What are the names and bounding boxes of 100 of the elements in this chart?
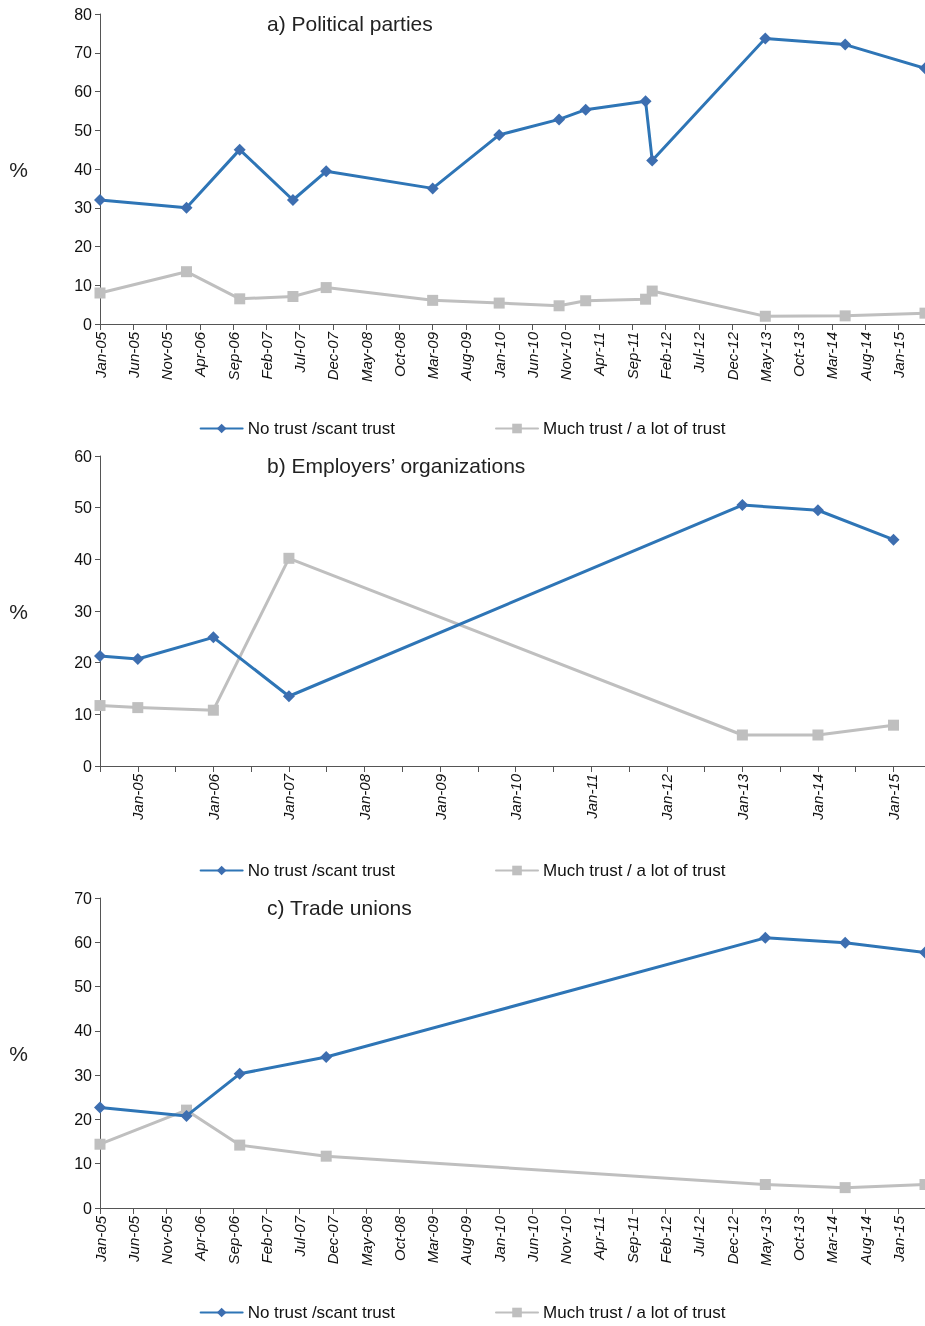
legend-label: No trust /scant trust	[247, 419, 396, 438]
point	[839, 1182, 851, 1194]
x-tick-label: Oct-08	[390, 331, 408, 378]
point	[759, 931, 772, 944]
x-tick-label: Mar-09	[424, 1215, 442, 1264]
point	[207, 631, 220, 644]
y-tick-label: 10	[74, 1155, 93, 1173]
point	[553, 113, 566, 126]
y-axis-title: %	[9, 1041, 28, 1065]
point	[811, 504, 824, 517]
y-tick-label: 30	[74, 1066, 93, 1084]
x-tick-label: Jan-05	[91, 331, 109, 379]
point	[493, 297, 505, 309]
chart-title: c) Trade unions	[267, 896, 412, 919]
x-tick-label: Jan-05	[91, 1215, 109, 1263]
x-tick-label: Nov-05	[158, 1215, 176, 1265]
x-tick-label: Dec-12	[723, 1215, 741, 1265]
y-tick-label: 60	[74, 447, 93, 465]
y-tick-label: 30	[74, 602, 93, 620]
point	[646, 154, 659, 167]
y-tick-label: 40	[74, 1022, 93, 1040]
x-tick-label: Jan-12	[658, 773, 676, 821]
y-tick-label: 50	[74, 121, 93, 139]
point	[759, 32, 772, 45]
y-tick-label: 40	[74, 160, 93, 178]
y-tick-label: 70	[74, 44, 93, 62]
x-tick-label: Jan-15	[889, 1215, 907, 1263]
x-tick-label: Aug-14	[856, 332, 874, 382]
x-tick-label: Jan-07	[280, 773, 298, 821]
point	[640, 293, 652, 305]
x-tick-label: Feb-12	[657, 331, 675, 380]
point	[839, 38, 852, 51]
x-tick-label: May-13	[756, 331, 774, 383]
x-tick-label: Apr-06	[191, 331, 209, 378]
x-tick-label: Dec-07	[324, 1215, 342, 1265]
y-tick-label: 20	[74, 654, 93, 672]
point	[320, 282, 332, 294]
point	[553, 300, 565, 312]
point	[759, 310, 771, 322]
legend-label: Much trust / a lot of trust	[543, 1303, 726, 1322]
x-tick-label: Feb-12	[657, 1215, 675, 1264]
x-tick-label: Jan-06	[204, 773, 222, 821]
x-tick-label: Nov-10	[557, 1215, 575, 1265]
x-tick-label: Feb-07	[257, 1215, 275, 1264]
point	[180, 1109, 193, 1122]
point	[579, 103, 592, 116]
point	[887, 533, 900, 546]
point	[493, 128, 506, 141]
x-tick-label: May-13	[756, 1215, 774, 1267]
x-tick-label: Jul-07	[291, 331, 309, 374]
point	[427, 294, 439, 306]
x-tick-label: Jan-15	[889, 331, 907, 379]
y-tick-label: 50	[74, 499, 93, 517]
x-tick-label: Jul-07	[291, 1215, 309, 1258]
x-tick-label: Dec-07	[324, 331, 342, 381]
x-tick-label: Jan-14	[809, 774, 827, 821]
y-axis-title: %	[9, 599, 28, 623]
y-tick-label: 20	[74, 238, 93, 255]
point	[580, 295, 592, 307]
y-tick-label: 10	[74, 705, 93, 723]
y-tick-label: 60	[74, 933, 93, 951]
x-tick-label: Apr-11	[590, 1216, 608, 1261]
point	[646, 285, 658, 297]
point	[94, 194, 106, 206]
x-tick-label: Jan-10	[490, 1215, 508, 1263]
point	[320, 165, 333, 178]
y-tick-label: 80	[74, 5, 93, 23]
y-tick-label: 0	[83, 315, 93, 333]
x-tick-label: Jun-10	[523, 1215, 541, 1263]
x-tick-label: Mar-14	[823, 1216, 841, 1264]
point	[283, 552, 295, 564]
x-tick-label: Oct-13	[790, 331, 808, 378]
point	[94, 1138, 106, 1150]
legend-label: Much trust / a lot of trust	[543, 861, 726, 880]
legend-label: No trust /scant trust	[247, 1303, 396, 1322]
x-tick-label: Jul-12	[690, 1215, 708, 1258]
point	[94, 649, 106, 662]
point	[234, 1139, 246, 1151]
point	[888, 719, 900, 731]
point	[759, 1179, 771, 1191]
x-tick-label: Jun-10	[523, 331, 541, 379]
x-tick-label: Jan-15	[885, 773, 903, 821]
x-tick-label: Jun-05	[124, 331, 142, 379]
x-tick-label: Jan-08	[356, 773, 373, 821]
x-tick-label: Jan-10	[490, 331, 508, 379]
x-tick-label: Aug-14	[856, 1216, 874, 1266]
x-tick-label: Apr-11	[590, 332, 608, 377]
point	[736, 499, 749, 512]
point	[286, 194, 299, 206]
x-tick-label: Jan-13	[733, 773, 751, 821]
point	[320, 1050, 333, 1063]
point	[839, 936, 852, 949]
point	[812, 729, 824, 741]
y-tick-label: 0	[83, 1199, 93, 1217]
point	[736, 729, 748, 741]
x-tick-label: Jun-05	[124, 1215, 142, 1263]
x-tick-label: Oct-13	[790, 1215, 808, 1262]
x-tick-label: Sep-06	[224, 331, 242, 381]
x-tick-label: Jul-12	[690, 331, 708, 374]
x-tick-label: Sep-06	[224, 1215, 242, 1265]
